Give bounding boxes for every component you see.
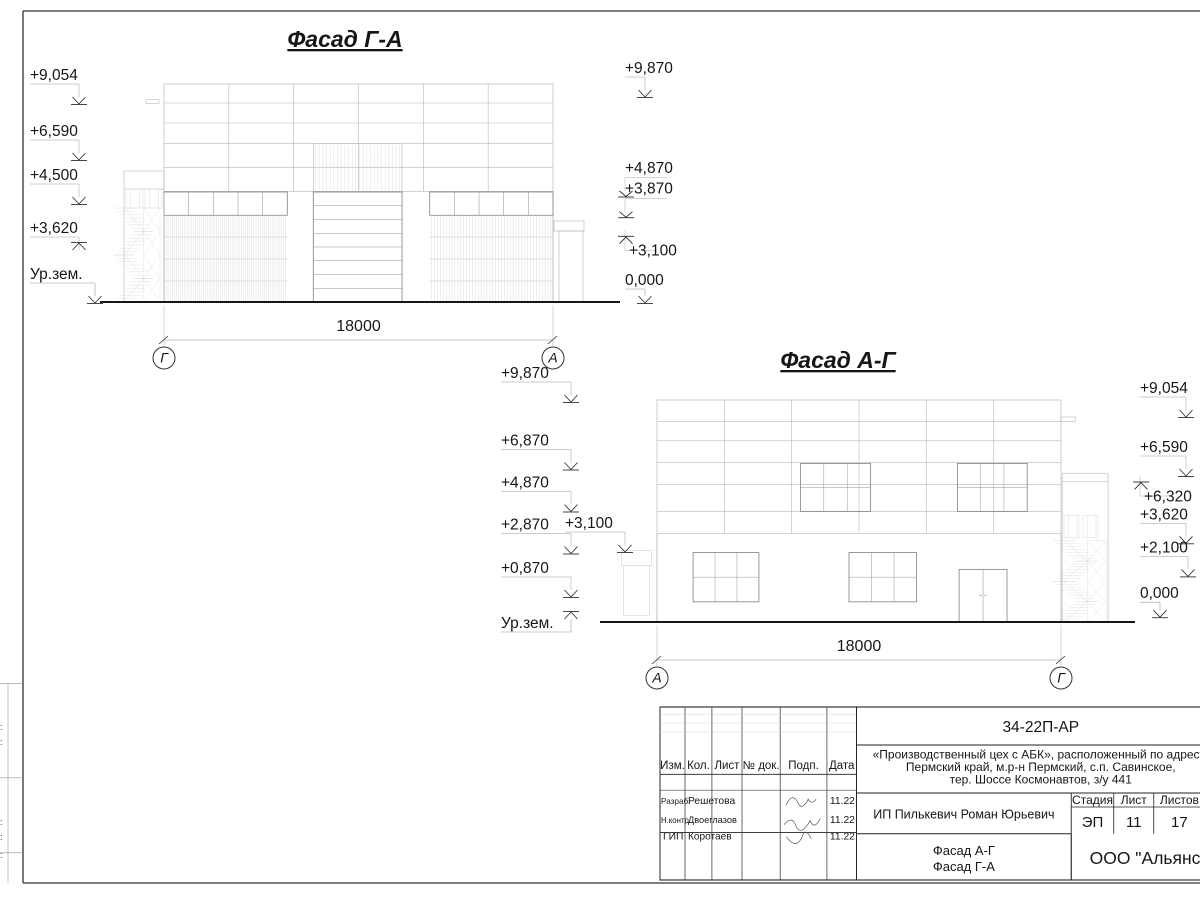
svg-text:11: 11: [1126, 814, 1142, 831]
svg-text:ИП Пилькевич Роман Юрьевич: ИП Пилькевич Роман Юрьевич: [873, 807, 1054, 821]
svg-text:+6,320: +6,320: [1144, 488, 1192, 505]
svg-text:Двоеглазов: Двоеглазов: [688, 815, 737, 825]
svg-text:Фасад Г-А: Фасад Г-А: [933, 859, 995, 874]
svg-text:Коротаев: Коротаев: [688, 832, 732, 843]
svg-text:+2,100: +2,100: [1140, 539, 1188, 556]
svg-text:11.22: 11.22: [830, 815, 855, 826]
svg-text:0,000: 0,000: [625, 272, 664, 289]
svg-text:+4,500: +4,500: [30, 167, 78, 184]
svg-text:Решетова: Решетова: [688, 796, 735, 807]
svg-text:+3,620: +3,620: [1140, 506, 1188, 523]
svg-text:Ур.зем.: Ур.зем.: [501, 615, 554, 632]
svg-text:№ док.: № док.: [743, 760, 780, 772]
svg-text:17: 17: [1171, 814, 1188, 831]
svg-text:18000: 18000: [336, 318, 381, 335]
svg-text:+2,870: +2,870: [501, 517, 549, 534]
svg-text:Н.контр.: Н.контр.: [661, 816, 691, 825]
svg-text:Лист: Лист: [1121, 793, 1148, 807]
svg-text:Дата: Дата: [829, 760, 855, 772]
svg-text:Ур.зем.: Ур.зем.: [30, 266, 83, 283]
svg-text:Стадия: Стадия: [1072, 793, 1113, 807]
svg-text:ГИП: ГИП: [663, 832, 683, 843]
svg-text:А: А: [651, 670, 661, 686]
svg-text:+3,870: +3,870: [625, 181, 673, 198]
svg-text:34-22П-АР: 34-22П-АР: [1002, 719, 1079, 736]
svg-text:ООО "Альянс": ООО "Альянс": [1090, 848, 1200, 868]
svg-text:18000: 18000: [837, 638, 882, 655]
svg-text:+9,870: +9,870: [625, 60, 673, 77]
svg-text::: :: [0, 737, 3, 747]
svg-text:+4,870: +4,870: [501, 475, 549, 492]
svg-text:Подп.: Подп.: [788, 760, 819, 772]
svg-text:+9,054: +9,054: [30, 67, 78, 84]
svg-text:Фасад Г-А: Фасад Г-А: [287, 26, 402, 52]
svg-text:+3,100: +3,100: [565, 515, 613, 532]
svg-text:11.22: 11.22: [830, 796, 855, 807]
svg-text::: :: [0, 832, 3, 842]
svg-text:тер. Шоссе Космонавтов, з/у 44: тер. Шоссе Космонавтов, з/у 441: [950, 772, 1133, 786]
svg-text:0,000: 0,000: [1140, 585, 1179, 602]
svg-text:11.22: 11.22: [830, 832, 855, 843]
svg-text:Фасад А-Г: Фасад А-Г: [933, 843, 995, 858]
svg-text:Кол.: Кол.: [687, 760, 710, 772]
svg-text:Разраб.: Разраб.: [661, 797, 690, 806]
svg-text:+9,054: +9,054: [1140, 380, 1188, 397]
svg-text:+0,870: +0,870: [501, 560, 549, 577]
svg-text:Листов: Листов: [1160, 793, 1199, 807]
svg-text:ЭП: ЭП: [1082, 814, 1104, 831]
svg-text:Фасад А-Г: Фасад А-Г: [780, 347, 896, 373]
svg-text:+6,870: +6,870: [501, 433, 549, 450]
svg-text:+3,620: +3,620: [30, 220, 78, 237]
svg-text:А: А: [547, 350, 557, 366]
svg-text:Изм.: Изм.: [660, 760, 685, 772]
svg-text:+4,870: +4,870: [625, 160, 673, 177]
svg-text:Лист: Лист: [714, 760, 740, 772]
svg-text:+6,590: +6,590: [1140, 439, 1188, 456]
svg-text::: :: [0, 817, 3, 827]
svg-text:+6,590: +6,590: [30, 123, 78, 140]
svg-text::: :: [0, 722, 3, 732]
svg-text::: :: [0, 850, 3, 860]
svg-text:+3,100: +3,100: [629, 243, 677, 260]
svg-text:+9,870: +9,870: [501, 365, 549, 382]
